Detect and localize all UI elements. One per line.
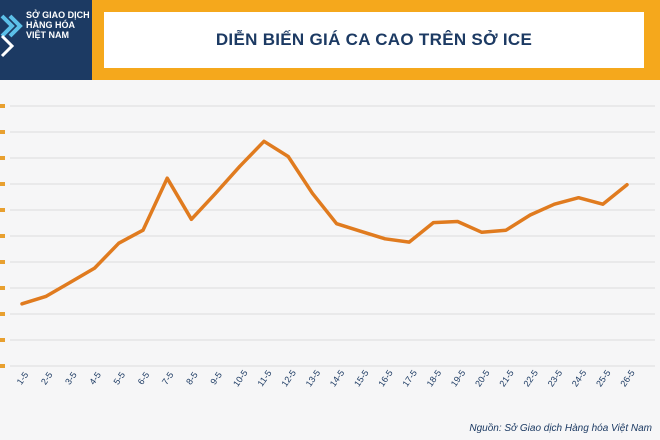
y-tick-stub [0,130,5,134]
x-tick-label: 14-5 [328,368,347,388]
data-point [310,191,314,195]
x-axis-labels: 1-5 2-5 3-5 4-5 5-5 6-5 7-5 8-5 9-5 10-5 11-5 12-5 1… [15,368,637,388]
x-tick-label: 11-5 [255,368,273,388]
data-point [93,266,97,270]
y-tick-stub [0,338,5,342]
grid-lines [10,105,655,367]
x-tick-label: 17-5 [400,368,419,388]
data-point [625,183,629,187]
x-tick-label: 13-5 [304,368,323,388]
x-tick-label: 12-5 [279,368,298,388]
x-tick-label: 10-5 [231,368,250,388]
y-tick-stub [0,234,5,238]
data-point [44,294,48,298]
exchange-logo: SỞ GIAO DỊCH HÀNG HÓA VIỆT NAM [0,0,92,80]
data-point [165,176,169,180]
source-note: Nguồn: Sở Giao dịch Hàng hóa Việt Nam [469,423,652,434]
logo-line-2: HÀNG HÓA [26,20,75,30]
title-box: DIỄN BIẾN GIÁ CA CAO TRÊN SỞ ICE [104,12,644,68]
y-tick-stub [0,104,5,108]
y-tick-stub [0,312,5,316]
x-tick-label: 20-5 [473,368,492,388]
data-point [189,217,193,221]
data-point [528,213,532,217]
x-tick-label: 22-5 [521,368,540,388]
data-point [335,222,339,226]
data-point [480,230,484,234]
x-tick-label: 5-5 [112,370,128,386]
y-tick-stub [0,286,5,290]
data-point [407,240,411,244]
x-tick-label: 19-5 [449,368,468,388]
x-tick-label: 26-5 [618,368,637,388]
y-tick-stubs [0,104,5,368]
data-point [431,221,435,225]
x-tick-label: 7-5 [160,370,176,386]
series-layer [20,139,629,306]
x-tick-label: 25-5 [594,368,613,388]
y-tick-stub [0,364,5,368]
series-line [20,139,629,306]
data-point [214,191,218,195]
x-tick-label: 9-5 [208,370,224,386]
data-point [20,302,24,306]
data-point [117,241,121,245]
chart-title: DIỄN BIẾN GIÁ CA CAO TRÊN SỞ ICE [215,30,533,49]
data-point [456,220,460,223]
x-tick-label: 4-5 [87,370,103,386]
data-point [359,229,363,233]
x-tick-label: 2-5 [39,370,55,386]
data-point [383,237,387,241]
data-point [286,155,290,158]
x-tick-label: 16-5 [376,368,395,388]
logo-line-1: SỞ GIAO DỊCH [26,10,90,20]
logo-line-3: VIỆT NAM [26,30,70,40]
x-tick-label: 8-5 [184,370,200,386]
plot-background [0,80,660,440]
data-point [552,202,556,206]
data-point [141,228,145,232]
data-point [262,139,266,143]
y-tick-stub [0,208,5,212]
x-tick-label: 24-5 [570,368,589,388]
x-tick-label: 6-5 [136,370,152,386]
x-tick-label: 18-5 [425,368,444,388]
data-point [601,202,605,206]
x-tick-label: 3-5 [63,370,79,386]
data-point [504,228,508,232]
header-band: SỞ GIAO DỊCH HÀNG HÓA VIỆT NAM DIỄN BIẾN… [0,0,660,80]
data-point [68,280,72,284]
x-tick-label: 1-5 [15,370,31,386]
y-tick-stub [0,156,5,160]
data-point [238,164,242,168]
chevron-logo-icon [0,14,23,58]
logo-text: SỞ GIAO DỊCH HÀNG HÓA VIỆT NAM [26,10,94,40]
x-tick-label: 23-5 [546,368,565,388]
line-chart: 1-5 2-5 3-5 4-5 5-5 6-5 7-5 8-5 9-5 10-5 11-5 12-5 1… [0,104,655,389]
x-tick-label: 15-5 [352,368,371,388]
y-tick-stub [0,182,5,186]
y-tick-stub [0,260,5,264]
data-point [577,196,581,200]
x-tick-label: 21-5 [497,368,516,388]
